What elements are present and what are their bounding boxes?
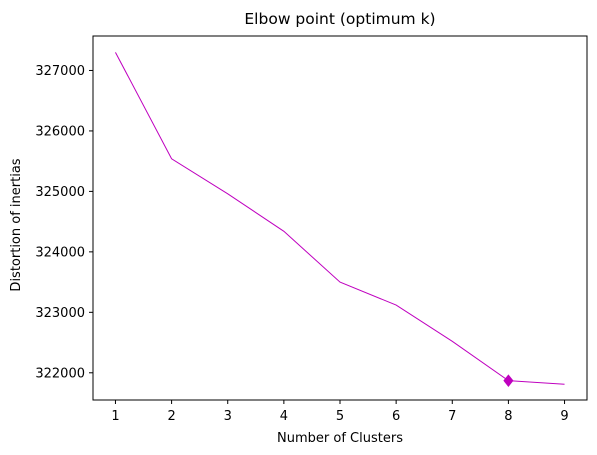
y-tick-label: 327000 xyxy=(35,64,85,79)
plot-area xyxy=(93,36,587,400)
y-tick-label: 323000 xyxy=(35,306,85,321)
y-tick-label: 325000 xyxy=(35,185,85,200)
elbow-point-marker xyxy=(503,374,514,387)
chart-title: Elbow point (optimum k) xyxy=(244,10,435,28)
x-axis-title: Number of Clusters xyxy=(277,431,403,446)
series-line xyxy=(115,52,565,385)
plot-frame xyxy=(92,35,588,401)
x-tick-label: 4 xyxy=(280,409,288,424)
x-tick-label: 8 xyxy=(504,409,512,424)
x-tick-label: 5 xyxy=(336,409,344,424)
x-tick-label: 6 xyxy=(392,409,400,424)
x-tick-label: 3 xyxy=(224,409,232,424)
x-tick-label: 2 xyxy=(167,409,175,424)
x-tick-label: 7 xyxy=(448,409,456,424)
chart-marks xyxy=(115,52,565,387)
y-tick-label: 324000 xyxy=(35,245,85,260)
y-axis: 322000 323000 324000 325000 326000 327000 xyxy=(35,64,93,381)
y-axis-title: Distortion of inertias xyxy=(9,158,24,291)
x-tick-label: 1 xyxy=(111,409,119,424)
y-tick-label: 322000 xyxy=(35,366,85,381)
x-axis: 1 2 3 4 5 6 7 8 9 xyxy=(111,400,569,424)
y-tick-label: 326000 xyxy=(35,124,85,139)
x-tick-label: 9 xyxy=(560,409,568,424)
